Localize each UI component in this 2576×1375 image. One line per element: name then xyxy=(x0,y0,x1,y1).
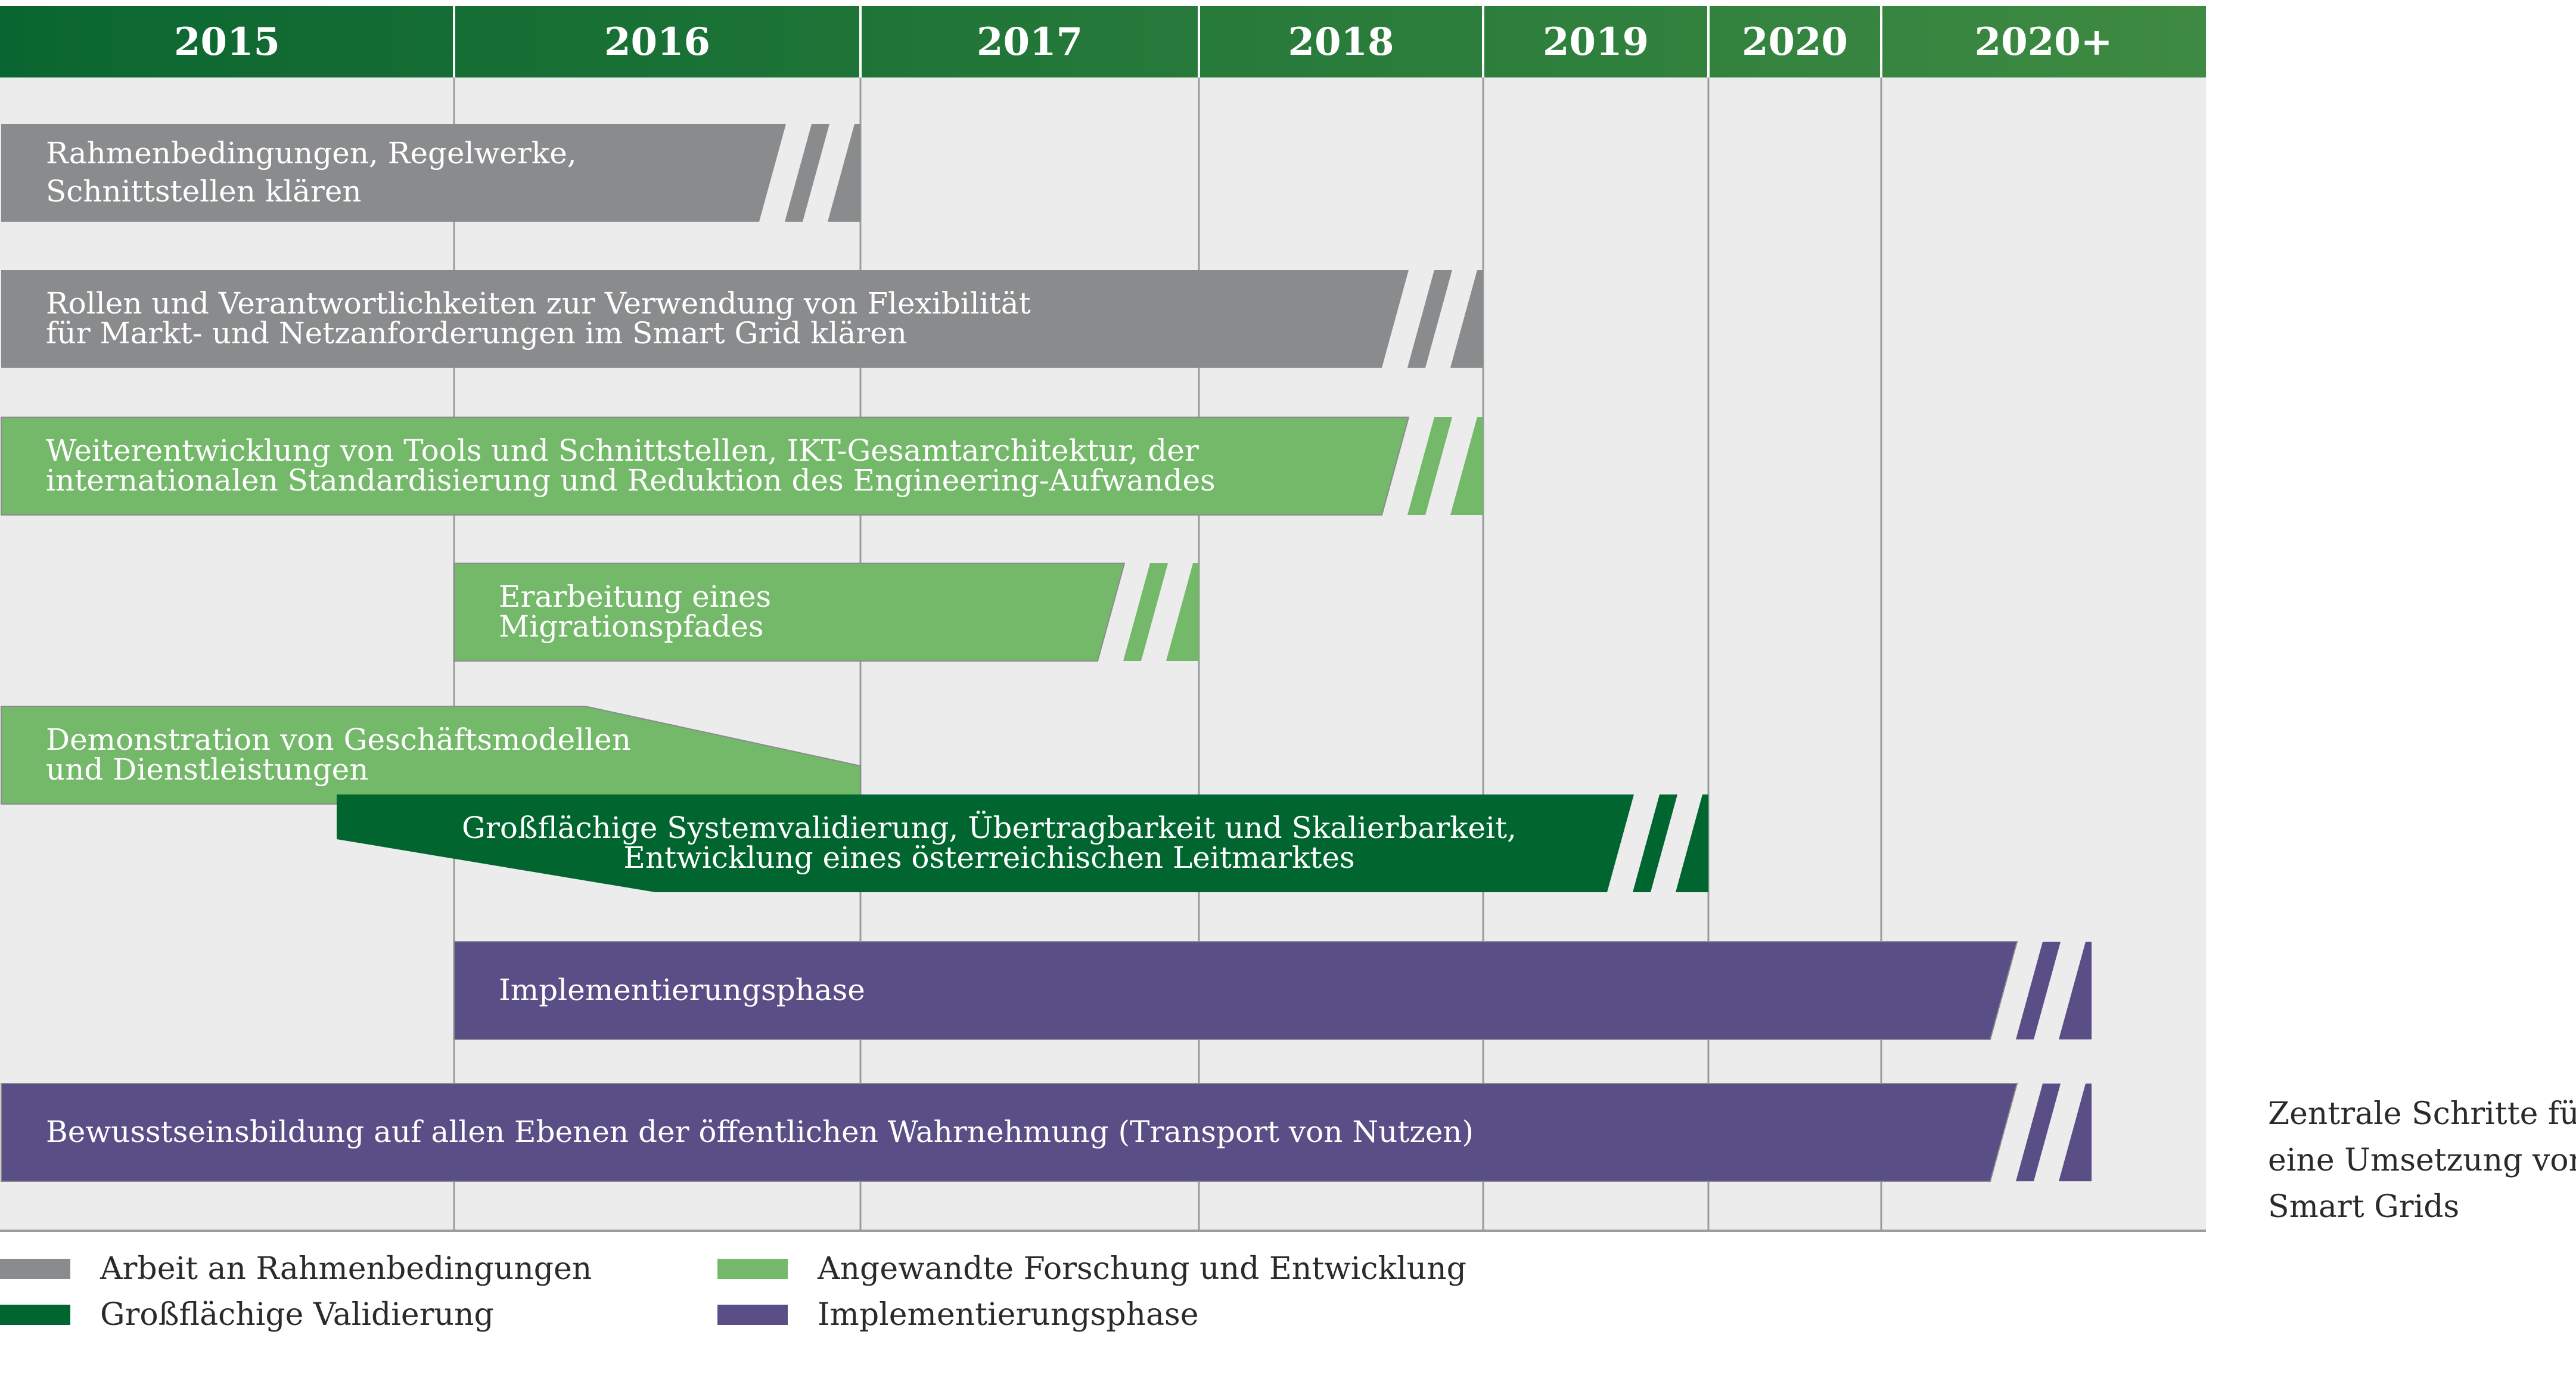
bar-continuation-slash xyxy=(1407,270,1452,368)
year-label: 2016 xyxy=(604,20,710,64)
bar-label: Demonstration von Geschäftsmodellen xyxy=(46,722,631,757)
year-label: 2020 xyxy=(1742,20,1848,64)
timeline-bar: Weiterentwicklung von Tools und Schnitts… xyxy=(1,417,1483,516)
legend-label: Großflächige Validierung xyxy=(100,1297,494,1333)
legend-label: Arbeit an Rahmenbedingungen xyxy=(100,1251,592,1287)
bar-label: Bewusstseinsbildung auf allen Ebenen der… xyxy=(46,1115,1474,1149)
bar-label: internationalen Standardisierung und Red… xyxy=(46,463,1216,498)
bar-continuation-slash xyxy=(785,124,829,222)
bar-label: Weiterentwicklung von Tools und Schnitts… xyxy=(46,433,1199,468)
year-header: 2015 2016 2017 2018 2019 2020 2020+ xyxy=(174,6,2112,77)
legend-item: Arbeit an Rahmenbedingungen xyxy=(0,1251,592,1287)
bar-shape xyxy=(1,1083,2018,1182)
timeline-bar: Implementierungsphase xyxy=(453,941,2092,1040)
year-label: 2015 xyxy=(174,20,280,64)
caption-line: eine Umsetzung von xyxy=(2268,1143,2576,1178)
legend-swatch xyxy=(0,1259,70,1279)
figure-caption: Zentrale Schritte für eine Umsetzung von… xyxy=(2268,1091,2576,1230)
bar-label: Migrationspfades xyxy=(499,609,764,644)
bar-continuation-slash xyxy=(1166,563,1199,661)
bar-shape xyxy=(1,270,1409,368)
bar-continuation-slash xyxy=(828,124,860,222)
bar-continuation-slash xyxy=(1407,417,1452,515)
caption-line: Smart Grids xyxy=(2268,1189,2460,1225)
bar-continuation-slash xyxy=(1450,270,1483,368)
year-label: 2020+ xyxy=(1975,20,2113,64)
bar-continuation-slash xyxy=(2016,942,2061,1039)
bar-label: Rahmenbedingungen, Regelwerke, xyxy=(46,136,577,170)
bar-shape xyxy=(453,563,1126,662)
timeline-bar: Rahmenbedingungen, Regelwerke, Schnittste… xyxy=(1,124,860,222)
legend-item: Implementierungsphase xyxy=(717,1297,1198,1333)
plot-background xyxy=(0,77,2206,1231)
legend-item: Großflächige Validierung xyxy=(0,1297,494,1333)
bar-continuation-slash xyxy=(1450,417,1483,515)
bar-label: Implementierungsphase xyxy=(499,973,865,1007)
timeline-bar: Großflächige Systemvalidierung, Übertrag… xyxy=(337,794,1708,892)
bar-continuation-slash xyxy=(1633,794,1677,892)
timeline-bar: Rollen und Verantwortlichkeiten zur Verw… xyxy=(1,270,1483,368)
bar-continuation-slash xyxy=(1123,563,1168,661)
bar-shape xyxy=(1,706,861,805)
bar-continuation-slash xyxy=(2059,942,2092,1039)
bar-shape xyxy=(1,417,1410,516)
bar-label: und Dienstleistungen xyxy=(46,752,368,787)
legend-label: Angewandte Forschung und Entwicklung xyxy=(817,1251,1466,1287)
bar-continuation-slash xyxy=(2059,1084,2092,1181)
legend-swatch xyxy=(717,1305,788,1325)
bar-label: Schnittstellen klären xyxy=(46,174,362,209)
legend-swatch xyxy=(0,1305,70,1325)
year-header-band xyxy=(0,6,2206,77)
legend-label: Implementierungsphase xyxy=(818,1297,1198,1333)
legend: Arbeit an Rahmenbedingungen Großflächige … xyxy=(0,1251,1466,1333)
legend-swatch xyxy=(717,1259,788,1279)
bar-shape xyxy=(1,124,786,222)
year-label: 2019 xyxy=(1543,20,1649,64)
bar-label: Entwicklung eines österreichischen Leitm… xyxy=(623,840,1354,875)
year-label: 2018 xyxy=(1288,20,1394,64)
legend-item: Angewandte Forschung und Entwicklung xyxy=(717,1251,1466,1287)
bar-continuation-slash xyxy=(1676,794,1708,892)
year-label: 2017 xyxy=(977,20,1083,64)
caption-line: Zentrale Schritte für xyxy=(2268,1096,2576,1132)
timeline-bars: Rahmenbedingungen, Regelwerke, Schnittste… xyxy=(1,124,2092,1182)
bar-shape xyxy=(453,941,2018,1040)
bar-shape xyxy=(337,794,1634,892)
bar-label: Großflächige Systemvalidierung, Übertrag… xyxy=(462,810,1517,845)
bar-label: Rollen und Verantwortlichkeiten zur Verw… xyxy=(46,286,1031,321)
timeline-bar: Bewusstseinsbildung auf allen Ebenen der… xyxy=(1,1083,2092,1182)
bar-label: Erarbeitung eines xyxy=(499,579,771,614)
bar-label: für Markt- und Netzanforderungen im Smar… xyxy=(46,316,907,350)
bar-continuation-slash xyxy=(2016,1084,2061,1181)
